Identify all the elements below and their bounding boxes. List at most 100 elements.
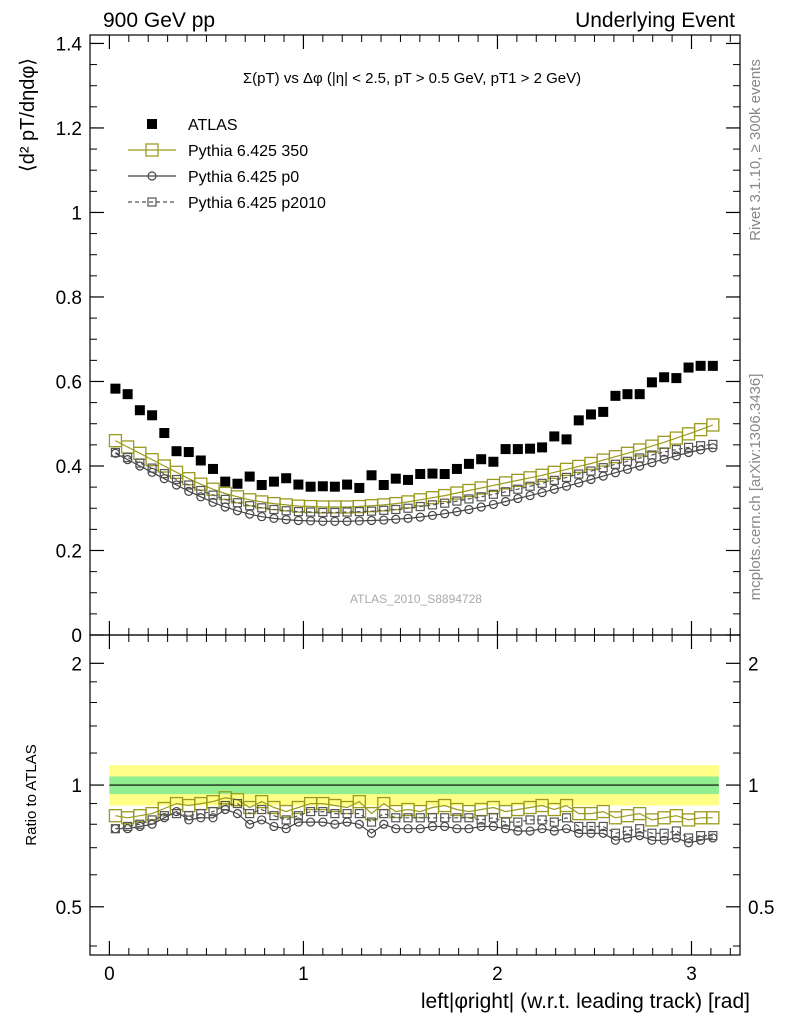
main-data-point [671, 451, 681, 461]
ratio-data-point [622, 833, 633, 843]
main-data-point [671, 444, 681, 455]
ratio-data-point [366, 828, 377, 838]
y-tick-label: 0.2 [56, 541, 82, 562]
main-data-point [171, 480, 182, 490]
main-axis-ticks: 0 0.2 0.4 0.6 0.8 1 1.2 1.4 [56, 34, 740, 647]
ratio-panel: 0.5 0.5 1 1 2 2 0 1 2 3 Ratio to ATLAS [23, 634, 774, 985]
ratio-data-point [659, 835, 669, 845]
main-data-point [427, 510, 438, 521]
ratio-data-point [342, 809, 352, 819]
ratio-y-tick-label-right: 1 [748, 776, 759, 797]
main-data-point [488, 489, 498, 499]
main-data-point [634, 389, 645, 400]
main-data-point [379, 515, 389, 525]
ratio-data-point [610, 828, 621, 838]
main-data-point [293, 507, 303, 517]
ratio-data-point [476, 821, 486, 832]
main-data-point [256, 480, 267, 490]
main-data-point [391, 514, 401, 524]
x-tick-label: 0 [104, 964, 115, 985]
legend-label: Pythia 6.425 350 [188, 143, 308, 160]
main-data-point [561, 481, 572, 491]
main-data-point [415, 501, 425, 512]
ratio-data-point [708, 830, 718, 841]
ratio-data-point [671, 833, 681, 843]
main-data-point [537, 488, 547, 498]
ratio-data-point [561, 813, 572, 823]
ratio-data-point [683, 838, 694, 848]
main-data-point [390, 473, 401, 484]
ratio-data-point [635, 824, 645, 834]
ratio-data-point [123, 821, 133, 832]
ratio-data-point [635, 830, 645, 841]
main-data-point [476, 502, 486, 512]
ratio-data-point [525, 815, 535, 825]
main-data-point [306, 516, 316, 526]
main-title: Σ(pT) vs Δφ (|η| < 2.5, pT > 0.5 GeV, pT… [243, 70, 581, 87]
ratio-data-point [696, 835, 706, 845]
main-data-point [452, 507, 462, 517]
legend-marker [145, 143, 159, 157]
main-data-point [501, 496, 511, 507]
main-data-point [354, 516, 364, 526]
main-data-point [696, 441, 706, 451]
main-panel: 0 0.2 0.4 0.6 0.8 1 1.2 1.4 Σ(pT) vs Δφ (|η| < … [17, 34, 741, 647]
ratio-data-point [230, 793, 245, 807]
ratio-data-point [610, 835, 621, 845]
ratio-data-point [245, 819, 255, 829]
main-data-point [110, 383, 121, 394]
main-series [108, 360, 720, 526]
ratio-data-point [586, 821, 596, 832]
main-series-0 [110, 360, 718, 493]
main-data-point [293, 479, 304, 490]
ratio-data-point [488, 821, 498, 832]
main-data-point [403, 474, 414, 485]
main-data-point [244, 471, 255, 482]
ratio-data-point [159, 811, 169, 821]
main-data-point [635, 453, 645, 463]
main-series-line [115, 447, 713, 522]
ratio-data-point [366, 817, 377, 827]
ratio-data-point [501, 817, 511, 827]
main-data-point [208, 463, 219, 474]
ratio-data-point [549, 826, 559, 836]
main-data-point [463, 458, 474, 469]
ratio-data-point [391, 813, 401, 823]
ratio-data-point [330, 809, 340, 819]
ratio-data-point [318, 817, 328, 827]
x-tick-label: 2 [492, 964, 503, 985]
y-tick-label: 1 [71, 203, 82, 224]
ratio-data-point [364, 806, 379, 821]
ratio-data-point [440, 813, 450, 823]
ratio-data-point [549, 817, 559, 827]
ratio-data-point [208, 806, 218, 817]
main-data-point [159, 468, 169, 479]
main-data-point [525, 481, 535, 491]
ratio-data-point [293, 817, 303, 827]
ratio-data-point [293, 811, 303, 821]
ratio-data-point [464, 813, 474, 823]
main-data-point [659, 372, 670, 383]
main-data-point [159, 428, 170, 439]
legend: ATLAS Pythia 6.425 350 Pythia 6.425 p0 Pyth… [128, 117, 326, 212]
ratio-data-point [647, 835, 657, 845]
ratio-data-point [391, 824, 401, 834]
legend-marker [147, 171, 157, 181]
main-data-point [512, 444, 523, 455]
main-data-point [574, 478, 584, 488]
legend-marker [147, 197, 157, 207]
ratio-data-point [586, 828, 596, 838]
x-tick-label: 1 [298, 964, 309, 985]
main-series-3 [110, 439, 718, 518]
main-data-point [305, 481, 316, 492]
ratio-data-point [525, 826, 535, 836]
y-tick-label: 1.2 [56, 119, 82, 140]
main-series-1 [108, 418, 720, 514]
main-data-point [293, 515, 303, 526]
main-data-point [232, 498, 243, 508]
ratio-data-point [171, 809, 182, 819]
main-data-point [306, 507, 316, 517]
main-data-point [440, 498, 450, 508]
ratio-data-point [696, 830, 706, 841]
ratio-data-point [427, 821, 438, 832]
